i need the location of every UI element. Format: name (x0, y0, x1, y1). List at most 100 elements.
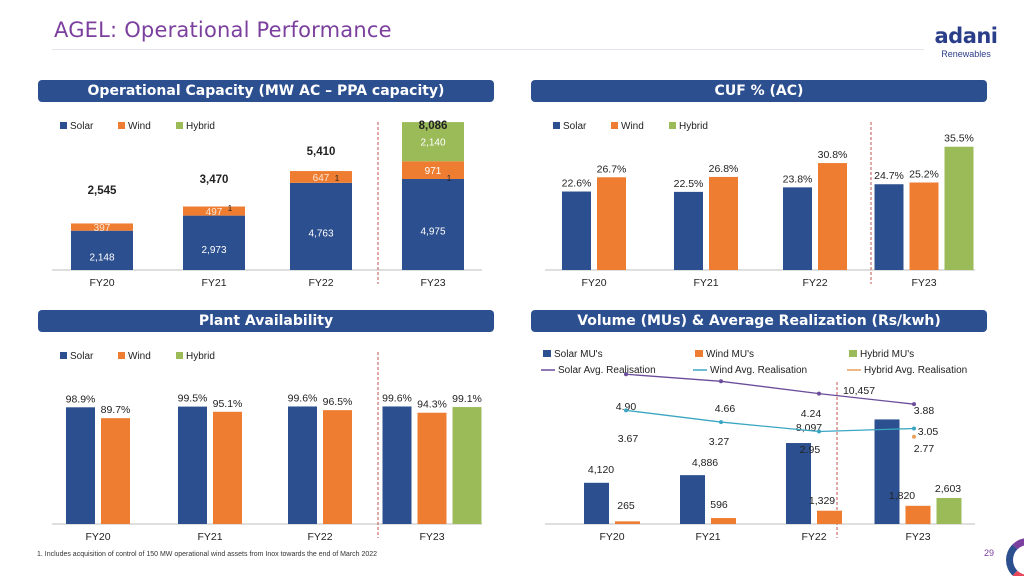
bar-hybrid-mu-sfy23 (936, 497, 962, 524)
legend-label-hybrid: Hybrid (679, 121, 708, 132)
data-label-solar-fy20: 98.9% (66, 393, 96, 405)
data-label-solar-fy20: 22.6% (562, 178, 592, 190)
line-label-wind-avg-realisation-fy21: 3.27 (709, 436, 730, 448)
page-title: AGEL: Operational Performance (54, 18, 392, 42)
data-label-wind-fy21: 26.8% (709, 163, 739, 175)
point-solar-avg-realisation-fy21 (719, 379, 723, 384)
bar-solar-fy23 (402, 178, 464, 270)
legend-label-wind-avg-realisation: Wind Avg. Realisation (710, 365, 807, 376)
data-label-wind-mu-sfy22: 1,329 (809, 495, 835, 507)
legend-label-solar: Solar (563, 121, 587, 132)
data-label-solar-fy23: 24.7% (874, 170, 904, 182)
legend-label-hybrid: Hybrid (186, 351, 215, 362)
data-label-solar-fy23: 4,975 (420, 226, 445, 237)
legend-label-wind: Wind (128, 121, 151, 132)
x-tick-fy20: FY20 (85, 531, 110, 543)
data-label-wind-fy22: 96.5% (323, 396, 353, 408)
legend-swatch-wind-mu-s (695, 350, 703, 357)
company-logo: adani Renewables (934, 24, 998, 59)
bar-solar-fy22 (290, 182, 352, 270)
legend-label-wind-mu-s: Wind MU's (706, 349, 754, 360)
bar-wind-fy22 (818, 163, 847, 270)
point-solar-avg-realisation-fy22 (817, 391, 821, 396)
bar-wind-mu-sfy23 (905, 505, 931, 524)
legend-swatch-hybrid (176, 122, 183, 129)
data-label-solar-fy20: 2,148 (89, 252, 114, 263)
data-label-solar-fy22: 99.6% (288, 392, 318, 404)
line-label-solar-avg-realisation-fy23: 3.88 (914, 405, 935, 417)
line-wind-avg-realisation (625, 409, 915, 433)
bar-wind-fy23 (402, 161, 464, 179)
legend-label-solar-mu-s: Solar MU's (554, 349, 603, 360)
bar-wind-fy20 (71, 223, 133, 231)
data-label-wind-fy21: 497 (206, 207, 223, 218)
legend-swatch-solar (60, 352, 67, 359)
volume-chart: Solar MU's Wind MU's Hybrid MU's Solar Avg.… (541, 349, 975, 543)
bar-wind-fy22 (290, 171, 352, 183)
bar-solar-mu-sfy20 (584, 482, 609, 524)
total-label-fy21: 3,470 (200, 174, 229, 186)
cuf-chart: Solar Wind Hybrid 22.6% 26.7% FY20 22.5% 26.8% F… (545, 121, 975, 289)
point-solar-avg-realisation-fy20 (624, 372, 628, 377)
bar-wind-mu-sfy21 (711, 518, 736, 524)
line-label-wind-avg-realisation-fy23: 3.05 (918, 426, 939, 438)
availability-chart: Solar Wind Hybrid 98.9% 89.7% FY20 99.5% 95.1% F… (52, 351, 482, 543)
bar-solar-fy21 (178, 406, 207, 524)
data-label-solar-fy23: 99.6% (382, 392, 412, 404)
footnote-marker-fy23: 1 (447, 174, 452, 183)
x-tick-fy21: FY21 (693, 277, 718, 289)
data-label-solar-fy22: 23.8% (783, 173, 813, 185)
x-tick-fy23: FY23 (419, 531, 444, 543)
bar-solar-fy23 (382, 406, 412, 524)
data-label-solar-mu-sfy20: 4,120 (588, 464, 614, 476)
data-label-solar-fy21: 99.5% (178, 393, 208, 405)
data-label-wind-fy20: 397 (94, 223, 111, 234)
x-tick-fy23: FY23 (905, 531, 930, 543)
data-label-solar-mu-sfy21: 4,886 (692, 457, 718, 469)
bar-wind-mu-sfy20 (615, 521, 640, 524)
capacity-header: Operational Capacity (MW AC – PPA capaci… (38, 80, 494, 102)
bar-wind-fy23 (909, 182, 939, 270)
bar-wind-fy20 (101, 418, 130, 524)
data-label-wind-fy22: 30.8% (818, 149, 848, 161)
legend-swatch-solar (60, 122, 67, 129)
line-label-solar-avg-realisation-fy20: 4.90 (616, 401, 637, 413)
bar-wind-fy20 (597, 177, 626, 270)
x-tick-fy20: FY20 (581, 277, 606, 289)
legend-swatch-hybrid (176, 352, 183, 359)
data-label-hybrid-fy23: 99.1% (452, 393, 482, 405)
bar-wind-fy21 (213, 411, 242, 524)
total-label-fy22: 5,410 (307, 146, 336, 158)
footnote-marker-fy21: 1 (228, 204, 233, 213)
x-tick-fy21: FY21 (197, 531, 222, 543)
logo-subtitle: Renewables (941, 49, 991, 59)
bar-wind-fy21 (709, 176, 738, 270)
x-tick-fy20: FY20 (599, 531, 624, 543)
bar-hybrid-fy23 (452, 407, 482, 524)
legend-label-hybrid: Hybrid (186, 121, 215, 132)
line-solar-avg-realisation (625, 373, 915, 405)
legend-swatch-wind (118, 122, 125, 129)
footnote-marker-fy22: 1 (335, 174, 340, 183)
legend-label-hybrid-avg-realisation: Hybrid Avg. Realisation (864, 365, 967, 376)
data-label-wind-mu-sfy23: 1,820 (889, 490, 915, 502)
bar-wind-mu-sfy22 (817, 510, 842, 524)
data-label-hybrid-fy23: 35.5% (944, 133, 974, 145)
bar-solar-fy21 (183, 215, 245, 270)
page-number: 29 (984, 548, 995, 558)
data-label-wind-fy23: 94.3% (417, 399, 447, 411)
bar-hybrid-fy23 (944, 146, 974, 270)
bar-wind-fy23 (417, 412, 447, 524)
data-label-wind-mu-sfy20: 265 (617, 500, 635, 512)
legend-label-solar: Solar (70, 351, 94, 362)
x-tick-fy22: FY22 (802, 277, 827, 289)
legend-label-wind: Wind (128, 351, 151, 362)
legend-swatch-wind (611, 122, 618, 129)
point-hybrid-avg-realisation-fy23 (912, 434, 916, 439)
capacity-chart: Solar Wind Hybrid 2,148 397 2,545 FY20 2,973 497… (52, 120, 482, 289)
legend-label-hybrid-mu-s: Hybrid MU's (860, 349, 914, 360)
line-label-hybrid-avg-realisation-fy23: 2.77 (914, 443, 935, 455)
bar-hybrid-fy23 (402, 122, 464, 162)
x-tick-fy21: FY21 (695, 531, 720, 543)
